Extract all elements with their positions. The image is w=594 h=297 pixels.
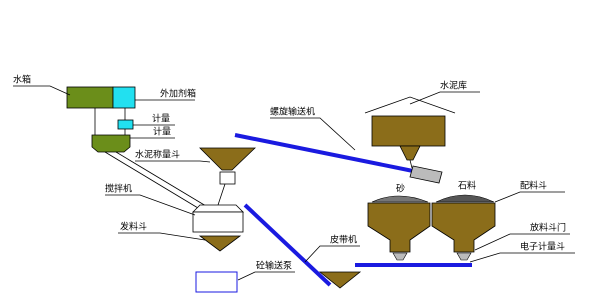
silo-roof xyxy=(364,96,456,114)
cement-hopper xyxy=(199,147,256,171)
discharge-hopper xyxy=(198,235,242,252)
label: 水箱 xyxy=(13,74,31,86)
mixer xyxy=(192,211,244,233)
concrete-pump xyxy=(195,271,238,293)
label: 砂 xyxy=(396,183,405,195)
label: 放料斗门 xyxy=(530,222,566,234)
leader xyxy=(270,117,356,151)
label: 螺旋输送机 xyxy=(270,106,315,118)
leader xyxy=(304,245,360,263)
label: 配料斗 xyxy=(520,180,547,192)
mixer-top xyxy=(192,204,244,213)
label: 水泥称量斗 xyxy=(135,149,180,161)
leader xyxy=(237,271,295,281)
gate xyxy=(392,252,408,261)
stone-pile xyxy=(435,194,495,203)
leader xyxy=(118,232,206,241)
cement-valve xyxy=(219,171,236,185)
belt-conveyor-incline xyxy=(243,203,332,287)
leader xyxy=(469,252,575,263)
label: 计量 xyxy=(153,126,171,138)
leader xyxy=(474,233,570,251)
label: 皮带机 xyxy=(330,234,357,246)
leader xyxy=(135,160,211,163)
leader xyxy=(13,85,71,96)
admixture-tank xyxy=(112,86,136,109)
conveyor-end xyxy=(409,165,443,184)
label: 石料 xyxy=(458,180,476,192)
sand-bin xyxy=(367,202,431,253)
screw-conveyor xyxy=(234,133,419,174)
leader xyxy=(105,194,196,216)
admixture-meter xyxy=(117,119,134,130)
label: 砼输送泵 xyxy=(256,260,292,272)
silo-funnel xyxy=(399,145,421,161)
cement-silo xyxy=(371,115,446,147)
label: 计量 xyxy=(152,113,170,125)
pipe xyxy=(104,151,199,209)
label: 外加剂箱 xyxy=(160,88,196,100)
pipe xyxy=(217,183,226,206)
label: 水泥库 xyxy=(440,80,467,92)
pipe xyxy=(409,159,413,169)
water-tank xyxy=(66,86,114,109)
label: 发料斗 xyxy=(120,221,147,233)
sand-pile xyxy=(371,195,429,203)
leader xyxy=(409,91,480,105)
label: 搅拌机 xyxy=(105,183,132,195)
receiving-hopper xyxy=(318,271,362,289)
gate xyxy=(456,252,472,261)
stone-bin xyxy=(431,202,496,253)
leader xyxy=(494,191,565,203)
pipe xyxy=(115,151,207,207)
label: 电子计量斗 xyxy=(520,241,565,253)
water-meter xyxy=(91,134,131,153)
